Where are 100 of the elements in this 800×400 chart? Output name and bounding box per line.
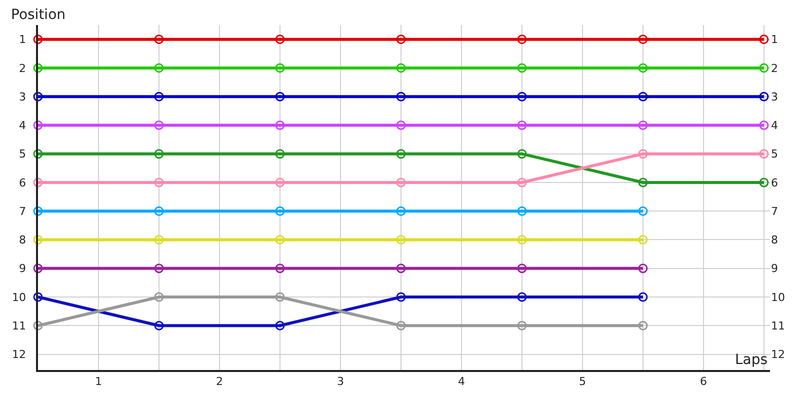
- y2-tick-label: 2: [771, 62, 778, 75]
- x-tick-label: 5: [578, 374, 586, 388]
- point: [517, 292, 527, 302]
- point: [33, 120, 43, 130]
- point: [638, 206, 648, 216]
- point: [517, 264, 527, 274]
- y2-tick-label: 10: [771, 290, 785, 304]
- point: [638, 292, 648, 302]
- point: [33, 34, 43, 44]
- point: [759, 92, 769, 102]
- point: [396, 178, 406, 188]
- y-axis-title: Position: [11, 7, 66, 23]
- point: [275, 234, 285, 244]
- y-tick-label: 2: [19, 62, 26, 75]
- point: [275, 264, 285, 274]
- point: [638, 178, 648, 188]
- point: [154, 206, 164, 216]
- point: [33, 178, 43, 188]
- point: [154, 34, 164, 44]
- point: [396, 92, 406, 102]
- point: [517, 234, 527, 244]
- point: [275, 149, 285, 159]
- y2-tick-label: 1: [771, 33, 778, 46]
- y-tick-label: 12: [12, 348, 26, 362]
- point: [396, 320, 406, 330]
- y2-tick-label: 7: [771, 204, 778, 218]
- point: [396, 63, 406, 73]
- y-tick-label: 1: [19, 33, 26, 46]
- point: [517, 320, 527, 330]
- point: [275, 63, 285, 73]
- y2-tick-label: 3: [771, 90, 778, 104]
- x-tick-label: 3: [336, 374, 344, 388]
- point: [517, 63, 527, 73]
- y-tick-label: 7: [19, 204, 26, 218]
- point: [517, 34, 527, 44]
- point: [396, 120, 406, 130]
- point: [154, 149, 164, 159]
- y-tick-label: 5: [19, 148, 26, 161]
- point: [154, 120, 164, 130]
- point: [154, 92, 164, 102]
- point: [517, 120, 527, 130]
- point: [275, 178, 285, 188]
- point: [638, 264, 648, 274]
- point: [517, 206, 527, 216]
- point: [759, 63, 769, 73]
- point: [638, 120, 648, 130]
- point: [759, 120, 769, 130]
- point: [638, 63, 648, 73]
- y2-tick-label: 6: [771, 176, 778, 190]
- point: [154, 63, 164, 73]
- x-tick-label: 6: [700, 374, 707, 388]
- y2-tick-label: 4: [771, 119, 778, 132]
- point: [154, 178, 164, 188]
- y2-tick-label: 5: [771, 148, 778, 161]
- point: [275, 292, 285, 302]
- point: [33, 320, 43, 330]
- point: [33, 63, 43, 73]
- point: [396, 264, 406, 274]
- point: [638, 92, 648, 102]
- point: [517, 149, 527, 159]
- point: [396, 292, 406, 302]
- point: [275, 34, 285, 44]
- point: [638, 34, 648, 44]
- y2-tick-label: 12: [771, 348, 785, 362]
- point: [396, 34, 406, 44]
- point: [33, 264, 43, 274]
- point: [759, 34, 769, 44]
- y2-tick-label: 9: [771, 262, 778, 276]
- x-axis-title: Laps: [735, 352, 768, 368]
- point: [396, 206, 406, 216]
- y-tick-label: 10: [12, 290, 26, 304]
- point: [33, 206, 43, 216]
- x-tick-label: 2: [216, 374, 223, 388]
- point: [638, 234, 648, 244]
- point: [33, 292, 43, 302]
- y-tick-label: 9: [19, 262, 26, 276]
- point: [154, 292, 164, 302]
- y-tick-label: 11: [12, 319, 26, 332]
- y2-tick-label: 8: [771, 234, 778, 247]
- point: [33, 234, 43, 244]
- y-tick-label: 8: [19, 234, 26, 247]
- point: [275, 92, 285, 102]
- point: [396, 234, 406, 244]
- point: [154, 264, 164, 274]
- y2-tick-label: 11: [771, 319, 785, 332]
- point: [275, 206, 285, 216]
- point: [759, 149, 769, 159]
- point: [638, 149, 648, 159]
- point: [759, 178, 769, 188]
- point: [275, 120, 285, 130]
- point: [154, 320, 164, 330]
- point: [517, 178, 527, 188]
- point: [154, 234, 164, 244]
- point: [396, 149, 406, 159]
- point: [33, 92, 43, 102]
- y-tick-label: 4: [19, 119, 26, 132]
- point: [638, 320, 648, 330]
- x-tick-label: 1: [95, 374, 102, 388]
- point: [33, 149, 43, 159]
- y-tick-label: 6: [19, 176, 26, 190]
